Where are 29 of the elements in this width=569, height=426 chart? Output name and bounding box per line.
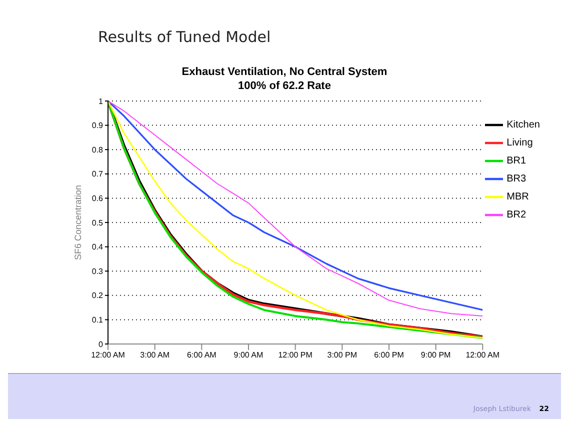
x-tick-label: 6:00 AM	[186, 350, 217, 360]
y-tick-label: 0.3	[92, 266, 104, 276]
x-tick-label: 3:00 PM	[327, 350, 358, 360]
y-tick-label: 0.2	[92, 291, 104, 300]
legend-label: MBR	[506, 192, 529, 203]
x-tick-label: 6:00 PM	[374, 350, 404, 360]
chart-subtitle: Exhaust Ventilation, No Central System 100% of 62.2 Rate	[180, 65, 388, 93]
y-tick-label: 1	[98, 96, 104, 106]
y-tick-label: 0	[98, 340, 104, 349]
x-tick-label: 12:00 AM	[91, 350, 126, 360]
x-tick-label: 3:00 AM	[140, 350, 170, 360]
x-tick-label: 9:00 PM	[420, 350, 452, 360]
x-tick-label: 12:00 PM	[278, 350, 313, 360]
legend-label: BR1	[506, 156, 526, 167]
y-tick-label: 0.1	[92, 316, 104, 325]
legend-label: BR2	[506, 210, 526, 221]
y-tick-label: 0.4	[92, 242, 104, 252]
legend-label: Kitchen	[506, 120, 540, 131]
legend-label: BR3	[506, 174, 526, 185]
y-tick-label: 0.8	[92, 145, 104, 154]
y-tick-label: 0.7	[92, 170, 104, 179]
x-tick-label: 12:00 AM	[466, 350, 500, 360]
y-tick-label: 0.9	[92, 121, 104, 130]
y-tick-label: 0.5	[92, 218, 104, 228]
legend-label: Living	[506, 138, 533, 149]
x-tick-label: 9:00 AM	[234, 350, 264, 360]
y-tick-label: 0.6	[92, 194, 104, 204]
chart-title: Results of Tuned Model	[98, 28, 271, 46]
y-axis-title: SF6 Concentration	[73, 184, 84, 260]
